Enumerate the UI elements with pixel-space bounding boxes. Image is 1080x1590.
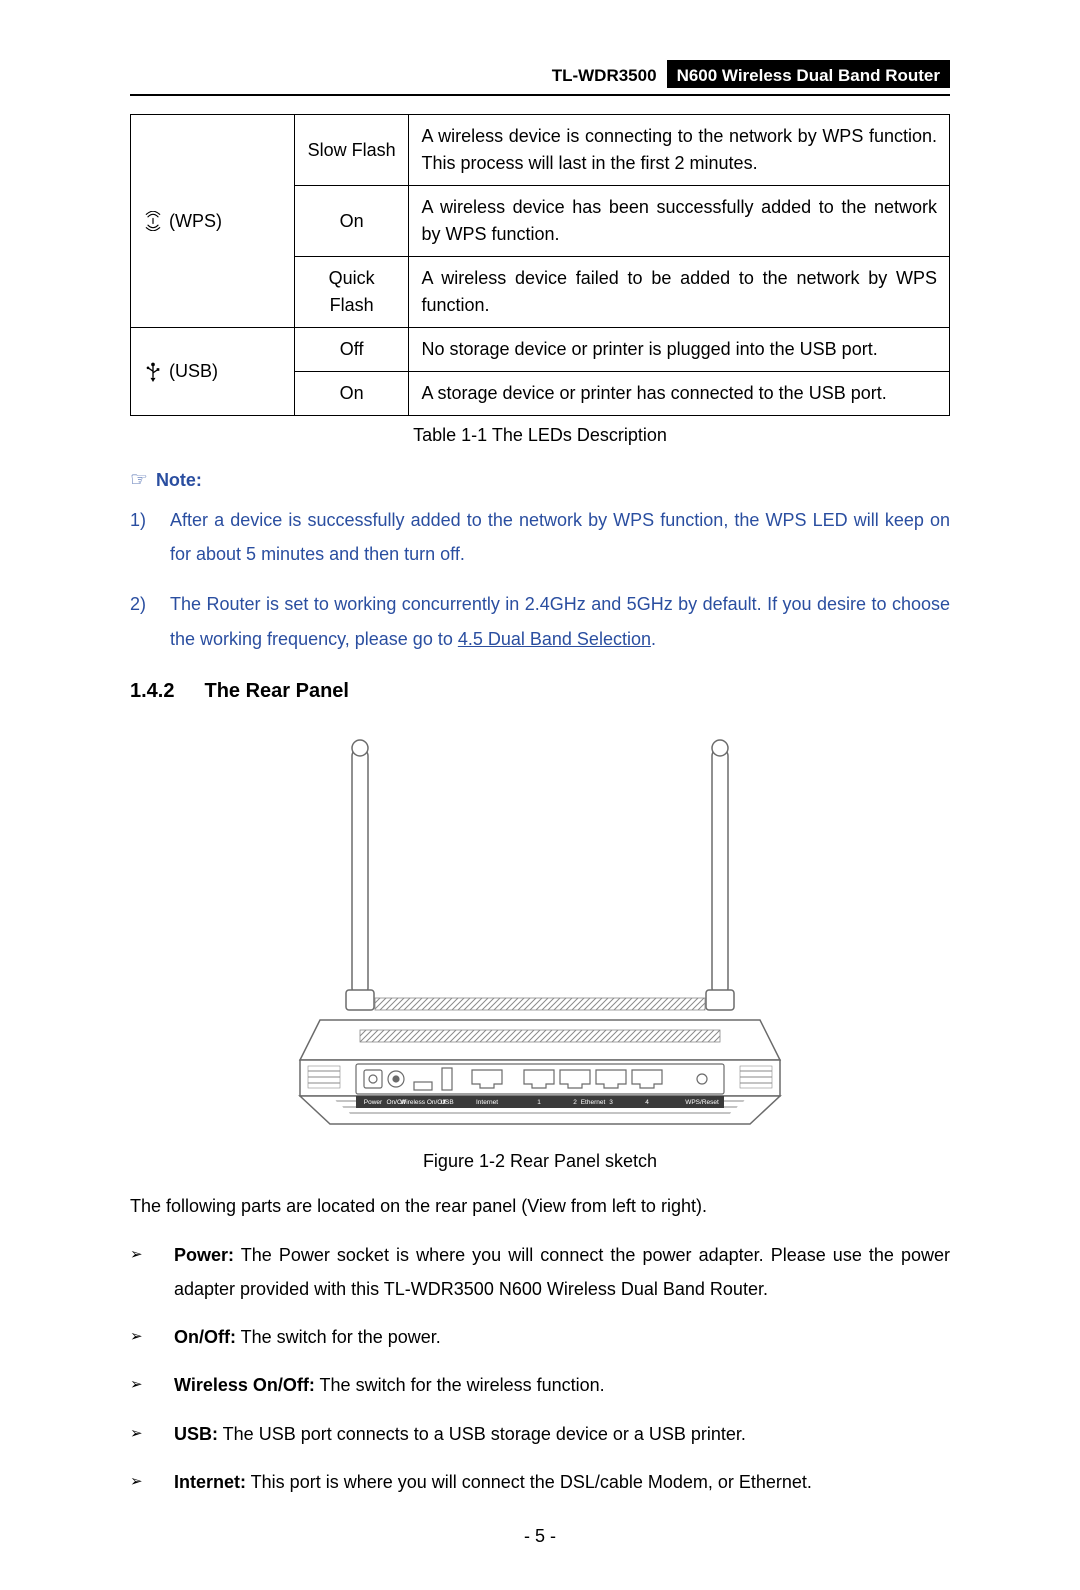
port-label: 1 <box>537 1099 541 1106</box>
led-status: On <box>294 186 409 257</box>
led-name-usb-label: (USB) <box>169 358 218 385</box>
bullet-marker-icon: ➢ <box>130 1417 150 1451</box>
table-row: (USB) Off No storage device or printer i… <box>131 328 950 372</box>
table-row: (WPS) Slow Flash A wireless device is co… <box>131 115 950 186</box>
list-item: ➢ Internet: This port is where you will … <box>130 1465 950 1499</box>
table-caption: Table 1-1 The LEDs Description <box>130 422 950 449</box>
led-name-wps-label: (WPS) <box>169 208 222 235</box>
led-name-usb: (USB) <box>131 328 295 416</box>
bullet-text: The USB port connects to a USB storage d… <box>218 1424 746 1444</box>
page-header: TL-WDR3500 N600 Wireless Dual Band Route… <box>130 60 950 88</box>
note-number: 2) <box>130 587 154 655</box>
led-name-wps: (WPS) <box>131 115 295 328</box>
led-desc: A wireless device has been successfully … <box>409 186 950 257</box>
bullet-lead: Internet: <box>174 1472 246 1492</box>
port-label: Ethernet <box>581 1099 606 1106</box>
section-heading: 1.4.2 The Rear Panel <box>130 676 950 706</box>
note-text: Note: <box>156 467 202 494</box>
rear-panel-svg: Power On/Off Wireless On/Off USB Interne… <box>280 720 800 1140</box>
port-label: WPS/Reset <box>685 1099 719 1106</box>
led-desc: No storage device or printer is plugged … <box>409 328 950 372</box>
port-label: 2 <box>573 1099 577 1106</box>
bullet-body: On/Off: The switch for the power. <box>174 1320 950 1354</box>
section-number: 1.4.2 <box>130 676 174 706</box>
list-item: ➢ USB: The USB port connects to a USB st… <box>130 1417 950 1451</box>
rear-panel-figure: Power On/Off Wireless On/Off USB Interne… <box>130 720 950 1140</box>
led-status: On <box>294 372 409 416</box>
dual-band-selection-link[interactable]: 4.5 Dual Band Selection <box>458 629 651 649</box>
bullet-lead: Power: <box>174 1245 234 1265</box>
bullet-lead: Wireless On/Off: <box>174 1375 315 1395</box>
note-number: 1) <box>130 503 154 571</box>
led-desc: A storage device or printer has connecte… <box>409 372 950 416</box>
wps-icon <box>143 211 163 231</box>
led-desc: A wireless device failed to be added to … <box>409 257 950 328</box>
header-title: N600 Wireless Dual Band Router <box>667 60 950 88</box>
notes-list: 1) After a device is successfully added … <box>130 503 950 656</box>
header-rule <box>130 94 950 96</box>
bullet-marker-icon: ➢ <box>130 1465 150 1499</box>
note-label: ☞ Note: <box>130 465 950 495</box>
bullet-body: Internet: This port is where you will co… <box>174 1465 950 1499</box>
bullet-body: USB: The USB port connects to a USB stor… <box>174 1417 950 1451</box>
note-text-after: . <box>651 629 656 649</box>
port-label: Internet <box>476 1099 498 1106</box>
bullet-text: The Power socket is where you will conne… <box>174 1245 950 1299</box>
list-item: ➢ Wireless On/Off: The switch for the wi… <box>130 1368 950 1402</box>
list-item: ➢ On/Off: The switch for the power. <box>130 1320 950 1354</box>
led-status: Off <box>294 328 409 372</box>
section-title: The Rear Panel <box>204 676 349 706</box>
led-table: (WPS) Slow Flash A wireless device is co… <box>130 114 950 416</box>
port-label: Wireless On/Off <box>400 1099 446 1106</box>
bullet-text: This port is where you will connect the … <box>246 1472 812 1492</box>
led-status: Slow Flash <box>294 115 409 186</box>
port-label: USB <box>440 1099 453 1106</box>
led-desc: A wireless device is connecting to the n… <box>409 115 950 186</box>
led-status: Quick Flash <box>294 257 409 328</box>
rear-panel-bullets: ➢ Power: The Power socket is where you w… <box>130 1238 950 1499</box>
bullet-lead: On/Off: <box>174 1327 236 1347</box>
bullet-marker-icon: ➢ <box>130 1238 150 1306</box>
note-body: After a device is successfully added to … <box>170 503 950 571</box>
pointing-hand-icon: ☞ <box>130 465 148 495</box>
bullet-body: Power: The Power socket is where you wil… <box>174 1238 950 1306</box>
bullet-text: The switch for the wireless function. <box>315 1375 605 1395</box>
usb-icon <box>143 361 163 383</box>
list-item: 2) The Router is set to working concurre… <box>130 587 950 655</box>
header-model: TL-WDR3500 <box>552 60 667 88</box>
intro-line: The following parts are located on the r… <box>130 1193 950 1220</box>
bullet-marker-icon: ➢ <box>130 1368 150 1402</box>
figure-caption: Figure 1-2 Rear Panel sketch <box>130 1148 950 1175</box>
list-item: ➢ Power: The Power socket is where you w… <box>130 1238 950 1306</box>
note-body: The Router is set to working concurrentl… <box>170 587 950 655</box>
bullet-lead: USB: <box>174 1424 218 1444</box>
port-label: 4 <box>645 1099 649 1106</box>
bullet-marker-icon: ➢ <box>130 1320 150 1354</box>
port-label: 3 <box>609 1099 613 1106</box>
list-item: 1) After a device is successfully added … <box>130 503 950 571</box>
bullet-text: The switch for the power. <box>236 1327 441 1347</box>
bullet-body: Wireless On/Off: The switch for the wire… <box>174 1368 950 1402</box>
port-label: Power <box>364 1099 383 1106</box>
